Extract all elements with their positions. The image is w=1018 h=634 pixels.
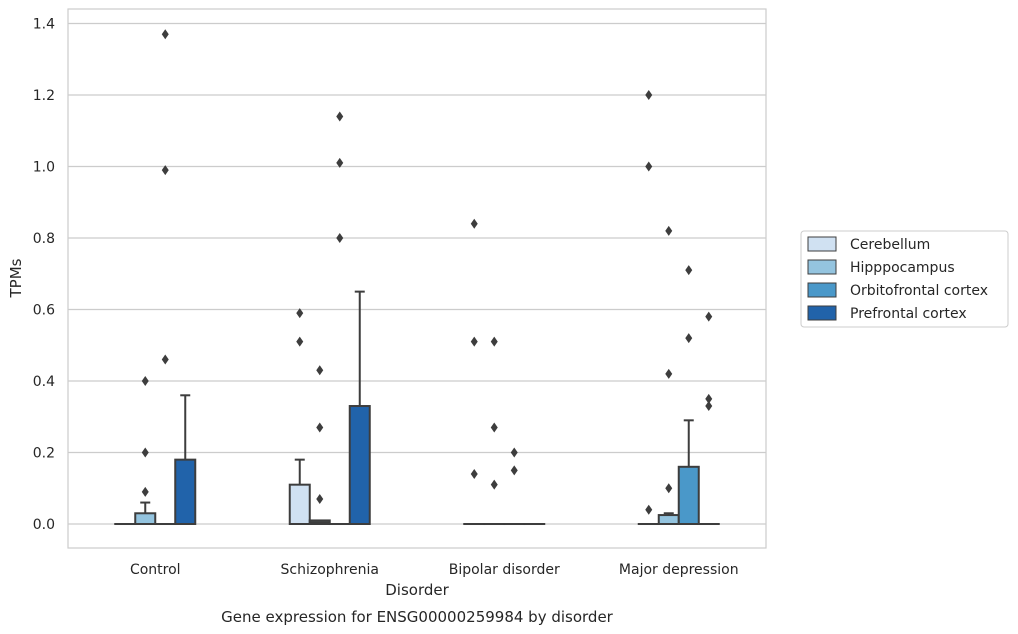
box-hipppocampus — [657, 512, 680, 525]
box-prefrontal-cortex — [174, 394, 197, 525]
legend-swatch — [807, 282, 837, 298]
x-tick-labels: Control Schizophrenia Bipolar disorder Majo… — [130, 562, 739, 578]
outlier-point — [645, 161, 653, 172]
legend-label: Cerebellum — [850, 237, 930, 253]
x-tick-label: Major depression — [619, 562, 739, 578]
outlier-point — [705, 311, 713, 322]
legend-swatch — [807, 259, 837, 275]
outlier-point — [316, 422, 324, 433]
outlier-point — [665, 225, 673, 236]
outlier-point — [705, 393, 713, 404]
box-cerebellum — [288, 458, 311, 525]
y-tick-label: 0.8 — [33, 231, 55, 247]
y-tick-label: 0.4 — [33, 374, 55, 390]
chart-caption: Gene expression for ENSG00000259984 by d… — [221, 608, 614, 626]
outlier-point — [316, 493, 324, 504]
box-orbitofrontal-cortex — [677, 419, 700, 525]
box-hipppocampus — [134, 501, 157, 526]
plot-frame — [67, 8, 767, 549]
outlier-point — [645, 504, 653, 515]
box-body — [348, 405, 371, 525]
y-tick-labels: 0.0 0.2 0.4 0.6 0.8 1.0 1.2 1.4 — [33, 17, 55, 534]
box-body — [677, 465, 700, 525]
outlier-point — [705, 401, 713, 412]
outlier-point — [161, 165, 169, 176]
outlier-point — [470, 468, 478, 479]
x-axis-label: Disorder — [385, 581, 449, 599]
y-tick-label: 0.2 — [33, 446, 55, 462]
outlier-point — [316, 365, 324, 376]
box-hipppocampus — [308, 519, 331, 525]
outlier-point — [141, 447, 149, 458]
outlier-point — [141, 486, 149, 497]
outlier-point — [685, 333, 693, 344]
y-tick-label: 0.0 — [33, 517, 55, 533]
outlier-point — [490, 336, 498, 347]
outliers — [141, 29, 713, 515]
outlier-point — [296, 308, 304, 319]
outlier-point — [490, 479, 498, 490]
box-body — [657, 514, 680, 525]
box-prefrontal-cortex — [348, 290, 371, 525]
y-tick-label: 1.2 — [33, 88, 55, 104]
outlier-point — [296, 336, 304, 347]
outlier-point — [161, 354, 169, 365]
y-tick-label: 1.0 — [33, 160, 55, 176]
legend-label: Orbitofrontal cortex — [850, 283, 988, 299]
boxes — [114, 290, 720, 526]
outlier-point — [510, 447, 518, 458]
outlier-point — [665, 368, 673, 379]
outlier-point — [141, 376, 149, 386]
y-tick-label: 1.4 — [33, 17, 55, 33]
box-body — [134, 512, 157, 526]
legend-box — [800, 230, 1009, 328]
legend-swatch — [807, 236, 837, 252]
legend-label: Hipppocampus — [850, 260, 955, 276]
outlier-point — [665, 483, 673, 494]
outlier-point — [685, 265, 693, 276]
outlier-point — [470, 336, 478, 347]
outlier-point — [161, 29, 169, 40]
box-body — [288, 483, 311, 525]
outlier-point — [336, 111, 344, 122]
legend: Cerebellum Hipppocampus Orbitofrontal cort… — [800, 230, 1009, 328]
outlier-point — [336, 233, 344, 243]
box-body — [174, 458, 197, 525]
legend-label: Prefrontal cortex — [850, 306, 967, 322]
x-tick-label: Control — [130, 562, 181, 578]
outlier-point — [336, 157, 344, 168]
outlier-point — [470, 218, 478, 229]
outlier-point — [490, 422, 498, 433]
outlier-point — [645, 90, 653, 100]
x-tick-label: Schizophrenia — [281, 562, 379, 578]
legend-swatch — [807, 305, 837, 321]
outlier-point — [510, 465, 518, 476]
x-tick-label: Bipolar disorder — [449, 562, 560, 578]
y-axis-label: TPMs — [7, 258, 25, 298]
y-tick-label: 0.6 — [33, 303, 55, 319]
